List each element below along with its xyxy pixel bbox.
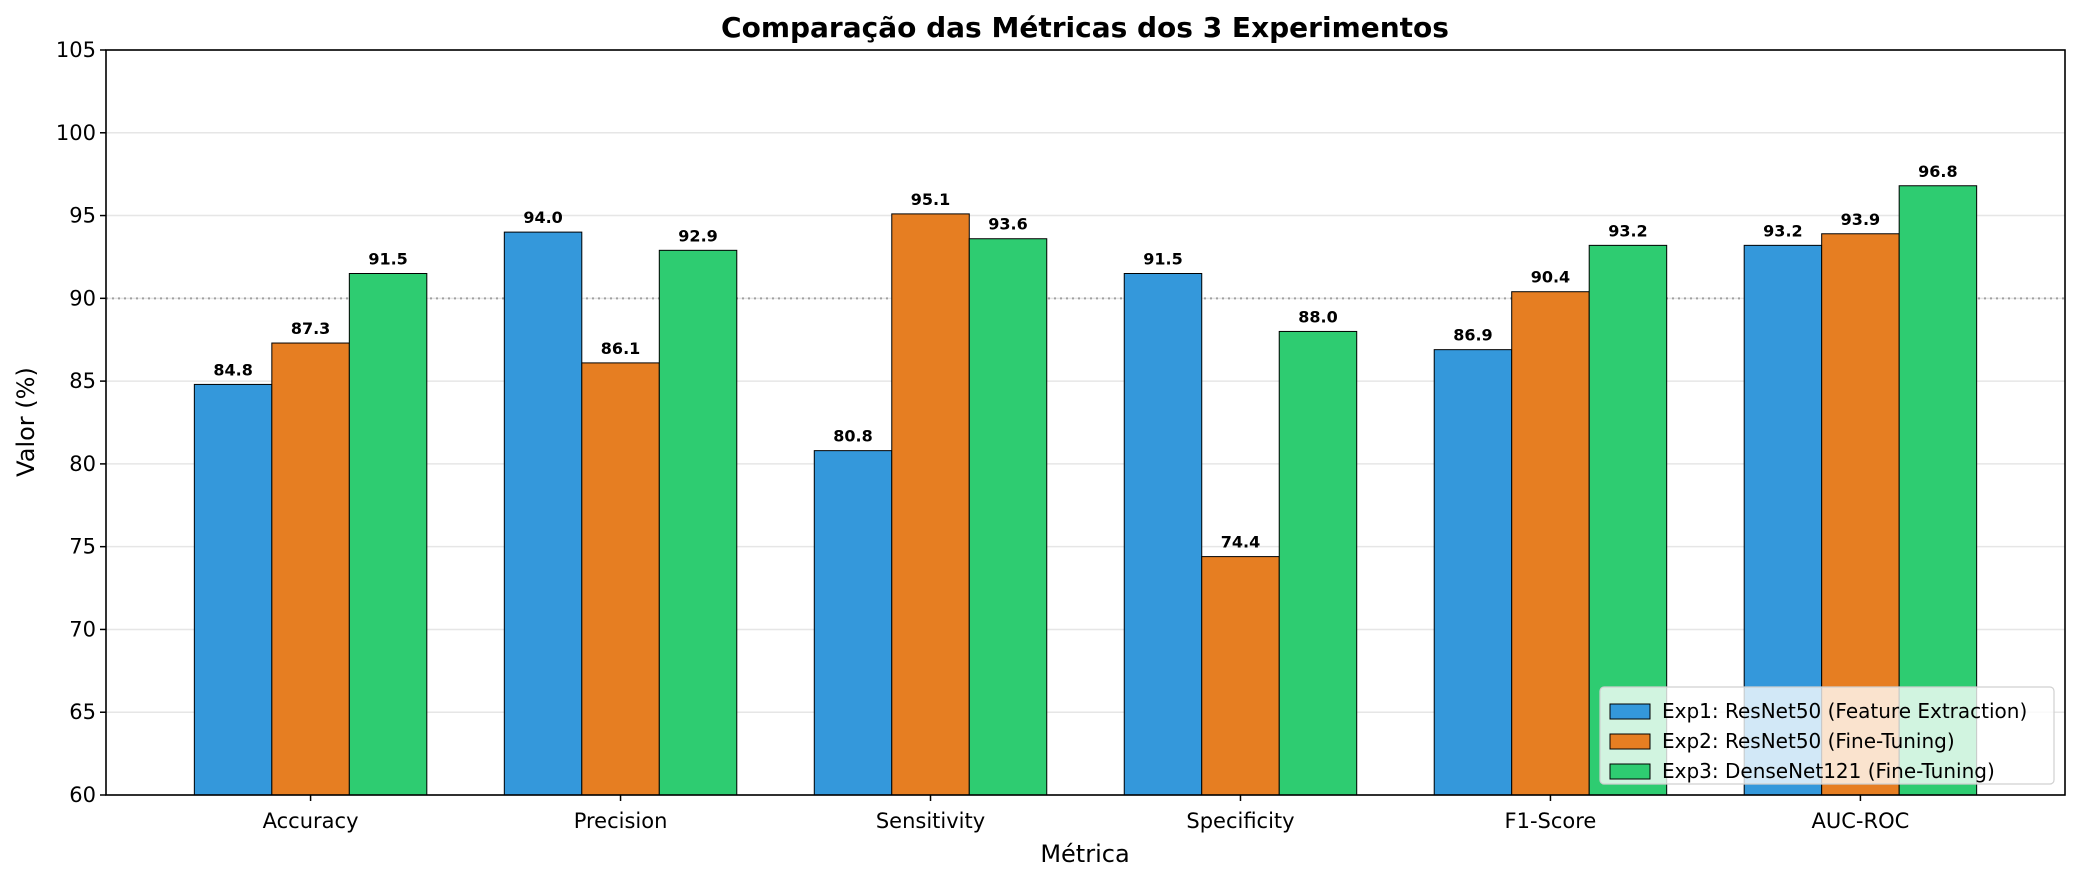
y-axis-label: Valor (%) (12, 367, 40, 477)
value-label: 93.9 (1841, 210, 1880, 229)
x-tick-label: Specificity (1186, 809, 1294, 833)
bar-accuracy-exp2 (271, 342, 350, 796)
bar-specificity-exp3 (1278, 330, 1358, 796)
bar-specificity-exp1 (1123, 273, 1203, 796)
bar-f1-score-exp1 (1433, 349, 1513, 796)
value-label: 87.3 (291, 319, 330, 338)
x-tick-label: AUC-ROC (1812, 809, 1910, 833)
x-tick-label: Precision (574, 809, 668, 833)
value-label: 90.4 (1531, 268, 1570, 287)
value-label: 86.1 (601, 339, 640, 358)
legend-label-exp2: Exp2: ResNet50 (Fine-Tuning) (1662, 729, 1955, 753)
bar-precision-exp2 (581, 362, 660, 796)
value-label: 91.5 (1143, 250, 1182, 269)
legend-swatch-exp1 (1609, 703, 1651, 720)
x-tick-label: Accuracy (263, 809, 359, 833)
bar-precision-exp1 (503, 231, 583, 796)
y-tick-label: 60 (69, 783, 96, 807)
y-tick-label: 65 (69, 700, 96, 724)
bar-sensitivity-exp1 (813, 450, 893, 796)
value-label: 74.4 (1221, 533, 1260, 552)
y-tick-label: 70 (69, 617, 96, 641)
axes: 60 65 70 75 80 85 90 95 100 105 Accuracy Precision S… (56, 38, 2066, 833)
y-tick-label: 90 (69, 286, 96, 310)
value-label: 91.5 (368, 250, 407, 269)
y-tick-label: 100 (56, 121, 96, 145)
value-labels: 84.8 94.0 80.8 91.5 86.9 93.2 87.3 86.1 95.1 74.4… (213, 162, 1957, 552)
value-label: 93.2 (1763, 221, 1802, 240)
legend-swatch-exp2 (1609, 733, 1651, 750)
value-label: 95.1 (911, 190, 950, 209)
value-label: 86.9 (1453, 326, 1492, 345)
bar-f1-score-exp2 (1511, 291, 1590, 796)
value-label: 94.0 (523, 208, 562, 227)
y-tick-label: 85 (69, 369, 96, 393)
legend-label-exp1: Exp1: ResNet50 (Feature Extraction) (1662, 699, 2027, 723)
value-label: 84.8 (213, 360, 252, 379)
plot-frame (105, 49, 2066, 796)
x-axis-label: Métrica (1040, 840, 1129, 868)
bar-sensitivity-exp3 (968, 238, 1048, 796)
value-label: 88.0 (1298, 307, 1337, 326)
x-tick-label: F1-Score (1505, 809, 1597, 833)
legend: Exp1: ResNet50 (Feature Extraction) Exp2:… (1599, 686, 2055, 785)
bar-precision-exp3 (658, 249, 738, 796)
value-label: 93.2 (1608, 221, 1647, 240)
y-tick-label: 95 (69, 204, 96, 228)
bar-accuracy-exp1 (193, 383, 273, 796)
y-tick-label: 80 (69, 452, 96, 476)
legend-box (1599, 686, 2055, 785)
legend-swatch-exp3 (1609, 763, 1651, 780)
bar-specificity-exp2 (1201, 556, 1280, 796)
value-label: 80.8 (833, 427, 872, 446)
y-tick-label: 105 (56, 38, 96, 62)
value-label: 92.9 (678, 226, 717, 245)
bar-sensitivity-exp2 (891, 213, 970, 796)
y-tick-label: 75 (69, 535, 96, 559)
bar-accuracy-exp3 (348, 273, 428, 796)
value-label: 93.6 (988, 215, 1027, 234)
x-tick-label: Sensitivity (876, 809, 985, 833)
value-label: 96.8 (1918, 162, 1957, 181)
chart-title: Comparação das Métricas dos 3 Experiment… (721, 11, 1449, 44)
legend-label-exp3: Exp3: DenseNet121 (Fine-Tuning) (1662, 759, 1995, 783)
